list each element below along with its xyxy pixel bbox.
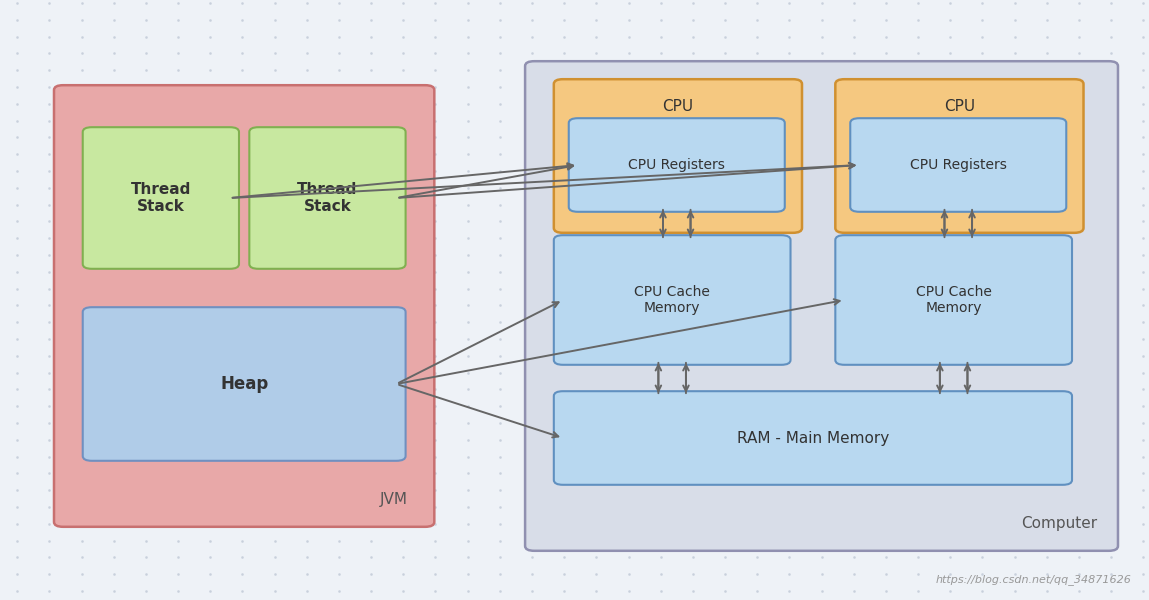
FancyBboxPatch shape [569,118,785,212]
Text: CPU: CPU [943,99,976,114]
Text: JVM: JVM [380,492,408,507]
FancyBboxPatch shape [554,79,802,233]
Text: Heap: Heap [221,375,268,393]
Text: CPU Cache
Memory: CPU Cache Memory [634,285,710,315]
Text: CPU Registers: CPU Registers [629,158,725,172]
Text: Thread
Stack: Thread Stack [131,182,191,214]
FancyBboxPatch shape [249,127,406,269]
Text: https://blog.csdn.net/qq_34871626: https://blog.csdn.net/qq_34871626 [936,574,1132,585]
FancyBboxPatch shape [525,61,1118,551]
Text: CPU Cache
Memory: CPU Cache Memory [916,285,992,315]
Text: Thread
Stack: Thread Stack [298,182,357,214]
FancyBboxPatch shape [850,118,1066,212]
Text: CPU Registers: CPU Registers [910,158,1007,172]
FancyBboxPatch shape [554,235,791,365]
FancyBboxPatch shape [554,391,1072,485]
FancyBboxPatch shape [83,307,406,461]
Text: CPU: CPU [662,99,694,114]
Text: Computer: Computer [1021,516,1097,531]
FancyBboxPatch shape [835,79,1084,233]
Text: RAM - Main Memory: RAM - Main Memory [737,431,889,445]
FancyBboxPatch shape [835,235,1072,365]
FancyBboxPatch shape [83,127,239,269]
FancyBboxPatch shape [54,85,434,527]
